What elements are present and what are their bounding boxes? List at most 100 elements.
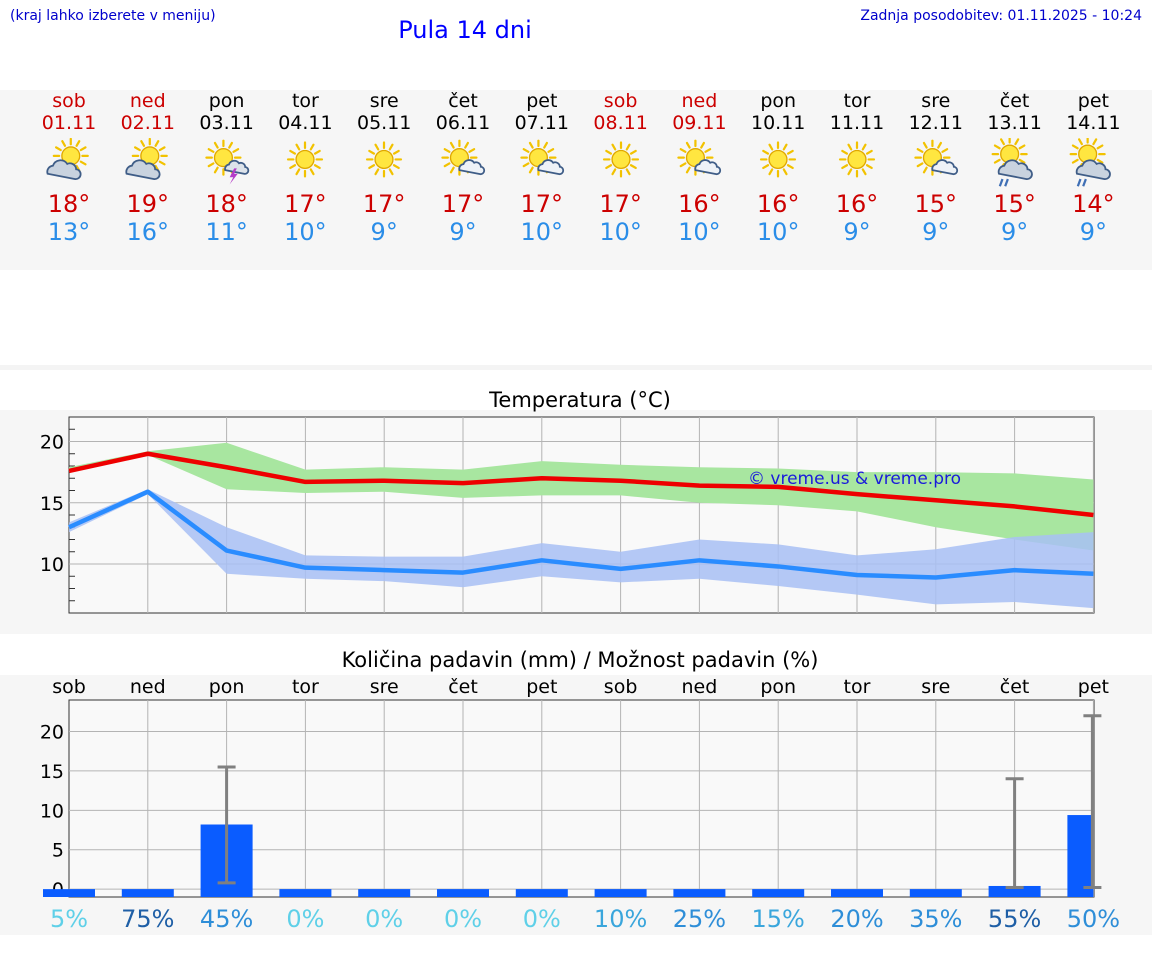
day-name: pet — [1077, 90, 1109, 112]
day-column: tor 11.11 16° 9° — [817, 90, 897, 246]
min-temperature: 16° — [126, 218, 170, 246]
min-temperature: 9° — [843, 218, 871, 246]
min-temperature: 9° — [370, 218, 398, 246]
max-temperature: 17° — [599, 190, 642, 218]
day-date: 05.11 — [356, 112, 412, 134]
day-name: sob — [52, 90, 86, 112]
day-date: 02.11 — [120, 112, 175, 134]
day-axis-label: sre — [921, 676, 950, 698]
y-tick-label: 20 — [40, 432, 64, 454]
precipitation-probability: 25% — [673, 905, 726, 932]
day-axis-label: pon — [209, 676, 245, 698]
day-column: pon 10.11 16° 10° — [738, 90, 818, 246]
min-temperature: 9° — [1079, 218, 1108, 246]
max-temperature: 17° — [362, 190, 406, 218]
day-name: sre — [921, 90, 951, 112]
min-temperature: 10° — [756, 218, 800, 246]
day-date: 01.11 — [41, 112, 97, 134]
precipitation-probability: 35% — [909, 905, 962, 932]
sun-icon — [287, 141, 324, 178]
precipitation-probability: 0% — [286, 905, 324, 932]
max-temperature: 19° — [126, 190, 170, 218]
day-axis-label: ned — [130, 676, 166, 698]
precipitation-probability: 0% — [523, 905, 561, 932]
precipitation-bar — [673, 889, 726, 897]
day-column: tor 04.11 17° 10° — [265, 90, 345, 246]
precipitation-bar — [594, 889, 647, 897]
day-name: sre — [369, 90, 399, 112]
sun-small-cloud-icon — [520, 139, 564, 176]
sun-small-cloud-icon — [914, 139, 958, 176]
precipitation-bar — [1067, 815, 1094, 897]
day-column: čet 06.11 17° 9° — [423, 90, 503, 246]
precipitation-bar — [437, 889, 489, 897]
day-date: 07.11 — [514, 112, 569, 134]
precipitation-bar — [279, 889, 332, 897]
y-tick-label: 15 — [40, 493, 64, 515]
min-temperature-line — [68, 489, 1094, 580]
precipitation-chart: sob ned pon tor sre čet pet sob ned pon tor sre čet p… — [40, 676, 1120, 932]
min-temperature: 10° — [284, 218, 327, 246]
day-column: ned 09.11 16° 10° — [659, 90, 739, 246]
day-date: 13.11 — [987, 112, 1042, 134]
precipitation-bar — [121, 889, 174, 897]
sun-icon — [838, 141, 876, 178]
max-temperature: 16° — [678, 190, 721, 218]
max-temperature: 18° — [205, 190, 248, 218]
max-temperature-line — [68, 451, 1094, 518]
precipitation-probability: 50% — [1067, 905, 1120, 932]
page-title: Pula 14 dni — [398, 16, 532, 44]
max-temperature: 18° — [47, 190, 91, 218]
day-name: čet — [999, 90, 1030, 112]
day-column: pet 14.11 14° 9° — [1053, 90, 1133, 246]
sun-icon — [760, 141, 797, 178]
min-temperature: 11° — [205, 218, 248, 246]
max-temperature: 15° — [993, 190, 1036, 218]
day-axis-label: čet — [1000, 676, 1030, 698]
min-temperature: 10° — [678, 218, 721, 246]
day-axis-label: sob — [52, 676, 86, 698]
day-date: 09.11 — [672, 112, 727, 134]
day-name: tor — [291, 90, 319, 112]
temperature-chart-title: Temperatura (°C) — [489, 388, 671, 412]
sun-storm-icon — [204, 139, 249, 185]
max-temperature: 16° — [835, 190, 879, 218]
precipitation-bar — [752, 889, 805, 897]
precipitation-bar — [515, 889, 568, 897]
sun-cloud-rain-icon — [991, 138, 1033, 187]
y-tick-label: 5 — [52, 840, 64, 862]
min-temperature: 9° — [922, 218, 950, 246]
day-name: sob — [603, 90, 638, 112]
day-axis-label: ned — [682, 676, 718, 698]
day-name: pon — [208, 90, 245, 112]
sun-cloud-icon — [125, 138, 168, 180]
day-date: 04.11 — [278, 112, 333, 134]
day-column: pet 07.11 17° 10° — [502, 90, 582, 246]
day-axis-label: sre — [370, 676, 399, 698]
precipitation-bar — [988, 885, 1041, 897]
day-axis-label: pon — [760, 676, 796, 698]
day-axis-label: sob — [604, 676, 638, 698]
precipitation-probability: 45% — [200, 905, 253, 932]
max-temperature: 14° — [1072, 190, 1115, 218]
temperature-chart: 10 15 20 © vreme.us & vreme.pro — [40, 416, 1095, 614]
day-column: sre 05.11 17° 9° — [344, 90, 424, 246]
day-axis-label: pet — [526, 676, 557, 698]
day-axis-label: tor — [292, 676, 319, 698]
day-column: čet 13.11 15° 9° — [975, 90, 1055, 246]
day-name: ned — [129, 90, 166, 112]
day-name: ned — [681, 90, 718, 112]
day-date: 12.11 — [908, 112, 963, 134]
day-column: sre 12.11 15° 9° — [896, 90, 976, 246]
watermark: © vreme.us & vreme.pro — [748, 469, 961, 489]
day-date: 14.11 — [1066, 112, 1121, 134]
min-temperature-band — [69, 489, 1094, 609]
max-temperature: 16° — [756, 190, 800, 218]
sun-icon — [366, 141, 403, 178]
day-column: sob 01.11 18° 13° — [29, 90, 109, 246]
sun-cloud-rain-icon — [1069, 138, 1112, 187]
precipitation-bar — [43, 889, 95, 897]
daily-forecast-strip: sob 01.11 18° 13° ned 02.11 19° 16° pon 03… — [0, 90, 1152, 270]
max-temperature: 15° — [914, 190, 958, 218]
day-axis-label: pet — [1078, 676, 1109, 698]
